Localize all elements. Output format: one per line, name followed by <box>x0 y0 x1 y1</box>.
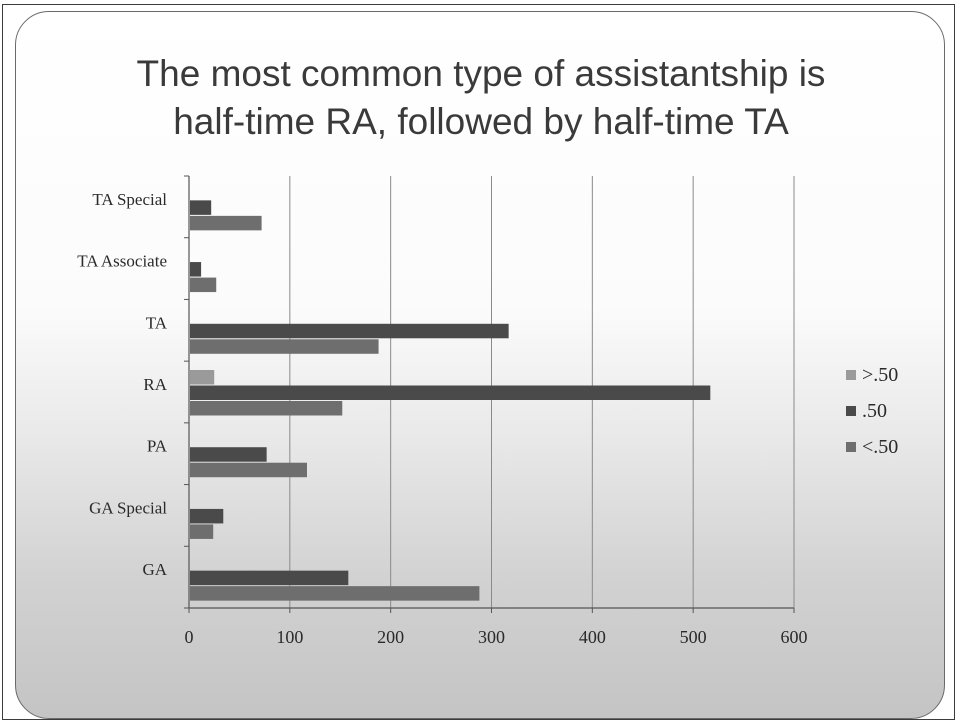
y-category-label-ta: TA <box>146 313 168 332</box>
bars <box>190 200 711 601</box>
legend-label-gt50: >.50 <box>862 364 898 386</box>
bar-ta-associate-eq50 <box>190 262 202 277</box>
x-tick-label-400: 400 <box>579 627 606 647</box>
legend-swatch-lt50 <box>846 442 856 452</box>
legend-swatch-gt50 <box>846 370 856 380</box>
bar-ta-special-eq50 <box>190 200 212 215</box>
legend-label-lt50: <.50 <box>862 436 898 458</box>
bar-ga-eq50 <box>190 570 349 586</box>
x-tick-label-0: 0 <box>185 627 194 647</box>
x-tick-label-100: 100 <box>276 627 303 647</box>
outer-frame <box>2 4 955 720</box>
bar-ta-associate-lt50 <box>190 277 217 293</box>
slide: The most common type of assistantship is… <box>15 11 945 719</box>
bar-chart: 0 100 200 300 400 500 600 TA Special TA Associat… <box>77 175 898 647</box>
axis-labels: 0 100 200 300 400 500 600 TA Special TA Associat… <box>77 190 807 647</box>
bar-ga-lt50 <box>190 586 480 601</box>
bar-ra-gt50 <box>190 370 215 385</box>
bar-ta-eq50 <box>190 323 509 339</box>
y-category-label-ra: RA <box>143 375 167 394</box>
y-category-label-ga-special: GA Special <box>89 498 167 517</box>
y-category-label-ga: GA <box>142 560 167 579</box>
bar-ra-eq50 <box>190 385 711 400</box>
x-tick-label-500: 500 <box>680 627 707 647</box>
bar-pa-eq50 <box>190 447 267 462</box>
y-category-label-pa: PA <box>147 437 168 456</box>
x-tick-label-200: 200 <box>377 627 404 647</box>
legend-swatch-eq50 <box>846 406 856 416</box>
y-category-label-ta-associate: TA Associate <box>77 252 167 271</box>
x-tick-label-600: 600 <box>781 627 808 647</box>
bar-ga-special-lt50 <box>190 524 214 539</box>
bar-pa-lt50 <box>190 462 307 478</box>
y-category-label-ta-special: TA Special <box>92 190 167 209</box>
bar-ra-lt50 <box>190 401 343 416</box>
chart-title: The most common type of assistantship is… <box>16 50 944 146</box>
legend: >.50 .50 <.50 <box>846 364 898 458</box>
axes <box>184 175 795 613</box>
chart-title-line-1: The most common type of assistantship is <box>136 53 826 94</box>
bar-ta-special-lt50 <box>190 215 262 231</box>
legend-label-eq50: .50 <box>862 400 887 422</box>
chart-title-line-2: half-time RA, followed by half-time TA <box>173 101 789 143</box>
bar-ta-lt50 <box>190 339 379 354</box>
x-tick-label-300: 300 <box>478 627 505 647</box>
bar-ga-special-eq50 <box>190 508 224 524</box>
